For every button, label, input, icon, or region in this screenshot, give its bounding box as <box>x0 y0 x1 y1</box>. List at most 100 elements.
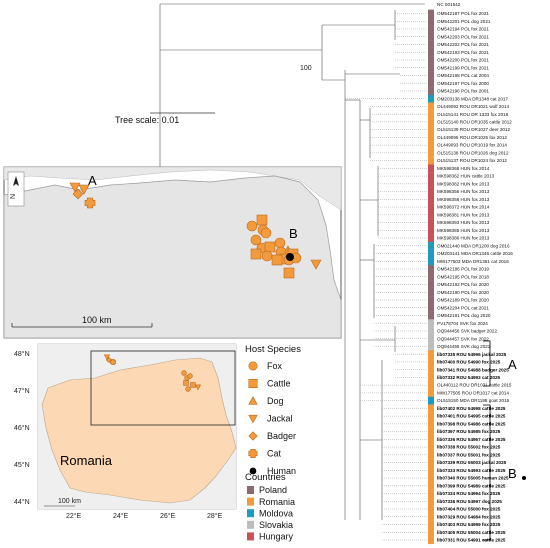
tip-country-strip <box>428 450 434 459</box>
tip-country-strip <box>428 350 434 359</box>
legend-host-label: Badger <box>267 431 296 441</box>
tip-label: lib07398 ROU 54986 cattle 2025 <box>437 421 506 426</box>
tip-country-strip <box>428 427 434 436</box>
map-marker <box>185 386 191 392</box>
tip-label: MK598358 HUN fox 2013 <box>437 197 490 202</box>
tip-label: OQ944456 SVK badger 2022 <box>437 329 497 334</box>
tip-country-strip <box>428 334 434 343</box>
map-marker <box>246 220 258 232</box>
tip-country-strip <box>428 125 434 134</box>
tip-label: OM542197 POL fox 2000 <box>437 81 489 86</box>
tip-label: lib07337 ROU 55001 fox 2025 <box>437 452 501 457</box>
lat-tick: 48°N <box>14 350 30 358</box>
tip-label: OL440112 ROU DR1031 cattle 2015 <box>437 383 512 388</box>
tip-label: lib07401 ROU 54995 cattle 2025 <box>437 414 506 419</box>
map-marker <box>183 380 189 386</box>
tip-label: lib07339 ROU 55003 jackal 2025 <box>437 460 507 465</box>
tip-label: OM542189 POL fox 2020 <box>437 298 489 303</box>
tip-country-strip <box>428 358 434 366</box>
tip-country-strip <box>428 342 434 351</box>
tip-label: OL515140 ROU DR1035 cattle 2012 <box>437 119 512 124</box>
tree-scale: Tree scale: 0.01 <box>115 112 215 125</box>
clade-b-label: B <box>508 466 517 481</box>
legend-host-label: Fox <box>267 361 283 371</box>
tip-country-strip <box>428 257 434 266</box>
lat-tick: 47°N <box>14 387 30 395</box>
tip-country-strip <box>428 474 434 483</box>
tip-label: OM542201 POL dog 2021 <box>437 19 491 24</box>
country-label: Romania <box>60 453 113 468</box>
lon-tick: 22°E <box>66 512 82 520</box>
map-marker <box>310 259 322 270</box>
lon-tick: 24°E <box>113 512 129 520</box>
legend-country-swatch <box>247 532 254 541</box>
tip-country-strip <box>428 141 434 150</box>
tip-label: OL449093 ROU DR1019 fox 2014 <box>437 143 507 148</box>
legend-host-label: Human <box>267 466 296 476</box>
clade-a-label: A <box>508 357 517 372</box>
map-marker <box>194 384 202 391</box>
tip-label: MK598372 HUN fox 2014 <box>437 205 490 210</box>
map-marker <box>84 197 96 209</box>
tip-country-strip <box>428 210 434 219</box>
tip-country-strip <box>428 40 434 49</box>
legend-country-label: Moldova <box>259 508 293 518</box>
tip-country-strip <box>428 311 434 320</box>
map-marker <box>274 237 286 249</box>
tip-country-strip <box>428 520 434 529</box>
tip-label: OM542191 POL dog 2020 <box>437 313 491 318</box>
tip-country-strip <box>428 118 434 126</box>
tip-country-strip <box>428 87 434 95</box>
tip-country-strip <box>428 9 434 18</box>
tip-label: OQ944455 SVK dog 2022 <box>437 344 491 349</box>
map-marker <box>69 182 81 193</box>
tip-country-strip <box>428 319 434 328</box>
map-marker <box>78 184 90 195</box>
inset-extent-box <box>90 350 236 426</box>
tip-label: lib07332 ROU 54992 cat 2025 <box>437 375 501 380</box>
map-marker <box>190 382 196 388</box>
legend-host-label: Cat <box>267 449 282 459</box>
tip-label: OQ944457 SVK fox 2022 <box>437 336 489 341</box>
tip-country-strip <box>428 443 434 452</box>
legend-country-swatch <box>247 486 254 494</box>
tip-label: OM542187 POL fox 2021 <box>437 11 489 16</box>
tip-label: lib07329 ROU 54984 fox 2025 <box>437 514 501 519</box>
tip-country-strip <box>428 373 434 382</box>
tip-country-strip <box>428 505 434 514</box>
tip-label: OL515150 MDA DR1198 goat 2016 <box>437 398 510 403</box>
legend-host-marker <box>248 431 258 441</box>
lon-tick: 28°E <box>207 512 223 520</box>
tip-label: OM203138 MDA DR1348 cat 2017 <box>437 96 508 101</box>
tip-country-strip <box>428 218 434 227</box>
map-marker <box>72 188 84 200</box>
tip-label: OM542198 POL cat 2004 <box>437 73 489 78</box>
lat-tick: 44°N <box>14 498 30 506</box>
tip-label: lib07397 ROU 54985 fox 2025 <box>437 429 501 434</box>
tip-label: MK598362 HUN cattle 2013 <box>437 174 495 179</box>
legend-host-marker <box>248 378 258 388</box>
tip-label: OM542202 POL fox 2021 <box>437 42 489 47</box>
tip-label: OL515137 ROU DR1024 fox 2012 <box>437 158 507 163</box>
tip-label: MW177505 ROU DR1017 cat 2014 <box>437 390 509 395</box>
legend-host-label: Jackal <box>267 414 293 424</box>
tip-country-strip <box>428 234 434 243</box>
tip-country-strip <box>428 17 434 26</box>
tip-country-strip <box>428 528 434 537</box>
tip-country-strip <box>428 389 434 397</box>
legend-country-label: Poland <box>259 485 287 495</box>
tip-label: lib07402 ROU 54998 cattle 2025 <box>437 406 506 411</box>
tip-country-strip <box>428 404 434 413</box>
map-marker <box>256 214 268 226</box>
tip-country-strip <box>428 148 434 157</box>
tip-country-strip <box>428 381 434 390</box>
tip-country-strip <box>428 56 434 65</box>
map-marker <box>110 359 116 365</box>
tip-label: OM542192 POL fox 2020 <box>437 282 489 287</box>
map-marker <box>103 354 111 361</box>
tip-country-strip <box>428 172 434 181</box>
tip-label: lib07404 ROU 55000 fox 2025 <box>437 507 501 512</box>
legend-country-label: Slovakia <box>259 520 293 530</box>
legend-host-marker <box>248 414 258 424</box>
